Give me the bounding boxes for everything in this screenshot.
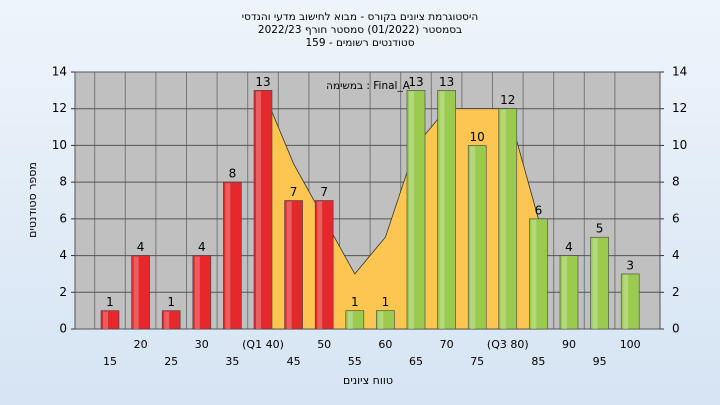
bar [223, 181, 242, 330]
bar [192, 255, 212, 330]
value-label: 4 [137, 240, 145, 254]
bar [590, 236, 609, 330]
value-label: 4 [565, 240, 573, 254]
title-line: סטודנטים רשומים - 159 [305, 37, 414, 49]
x-tick-label: 55 [348, 355, 362, 368]
bar-shade [592, 238, 598, 329]
y2-tick-label: 14 [672, 65, 687, 79]
x-tick-label: 50 [317, 338, 331, 351]
x-tick-label: 35 [225, 355, 239, 368]
y-tick-label: 4 [59, 248, 67, 262]
value-label: 1 [351, 295, 359, 309]
bar-shade [133, 256, 139, 329]
x-tick-label: 70 [440, 338, 454, 351]
y-axis-label: מספר סטודנטים [26, 162, 39, 238]
value-label: 10 [470, 130, 485, 144]
y2-tick-label: 6 [672, 211, 680, 225]
bar-shade [164, 311, 170, 329]
bar-shade [225, 183, 231, 329]
bar-shade [103, 311, 108, 329]
value-label: 3 [626, 258, 634, 272]
bar [376, 310, 395, 330]
value-label: 1 [106, 295, 114, 309]
x-tick-label: 90 [562, 338, 576, 351]
x-tick-label: 65 [409, 355, 423, 368]
bar-shade [317, 201, 323, 329]
bar-shade [562, 256, 567, 329]
y-tick-label: 14 [52, 65, 67, 79]
bar-shade [286, 201, 292, 329]
title-line: היסטוגרמת ציונים בקורס - מבוא לחישוב מדע… [242, 11, 478, 23]
bar [345, 310, 365, 330]
title-line: בסמסטר (01/2022) סמסטר חורף 2022/23 [258, 24, 462, 36]
bar [529, 218, 548, 330]
annotation: במשימה : Final_A [326, 80, 411, 92]
value-label: 13 [408, 75, 423, 89]
y-tick-label: 12 [52, 101, 67, 115]
x-tick-label: (Q3 80) [487, 338, 529, 351]
value-label: 1 [382, 295, 390, 309]
bar [406, 90, 426, 330]
bar-shade [347, 311, 353, 329]
bar-shade [378, 311, 384, 329]
bar-shade [439, 91, 445, 329]
y2-tick-label: 12 [672, 101, 687, 115]
y-tick-label: 6 [59, 211, 67, 225]
bar [161, 310, 181, 330]
value-label: 7 [290, 185, 298, 199]
bar-shade [256, 91, 261, 329]
bar [314, 200, 334, 330]
x-tick-label: 85 [531, 355, 545, 368]
bar [620, 273, 640, 330]
bar-shade [470, 146, 476, 329]
bar [100, 310, 120, 330]
bar [131, 255, 150, 330]
value-label: 6 [535, 203, 543, 217]
x-tick-label: 20 [134, 338, 148, 351]
x-tick-label: 75 [470, 355, 484, 368]
x-tick-label: 15 [103, 355, 117, 368]
y2-tick-label: 10 [672, 138, 687, 152]
x-tick-label: 95 [593, 355, 607, 368]
x-tick-label: 45 [287, 355, 301, 368]
y2-tick-label: 0 [672, 322, 680, 336]
y-tick-label: 8 [59, 175, 67, 189]
value-label: 4 [198, 240, 206, 254]
bar [437, 90, 456, 330]
y-tick-label: 2 [59, 285, 67, 299]
x-tick-label: 30 [195, 338, 209, 351]
bar-shade [623, 274, 629, 329]
bar [467, 145, 487, 330]
y2-tick-label: 4 [672, 248, 680, 262]
value-label: 7 [320, 185, 328, 199]
bar [498, 108, 518, 330]
bar-shade [194, 256, 200, 329]
x-tick-label: 25 [164, 355, 178, 368]
x-tick-label: 60 [378, 338, 392, 351]
y-tick-label: 0 [59, 322, 67, 336]
bar [559, 255, 579, 330]
value-label: 13 [439, 75, 454, 89]
value-label: 1 [167, 295, 175, 309]
bar [284, 200, 303, 330]
value-label: 13 [255, 75, 270, 89]
bar-shade [409, 91, 414, 329]
value-label: 12 [500, 93, 515, 107]
y2-tick-label: 2 [672, 285, 680, 299]
x-tick-label: (Q1 40) [242, 338, 284, 351]
value-label: 8 [229, 167, 237, 181]
y2-tick-label: 8 [672, 175, 680, 189]
y-tick-label: 10 [52, 138, 67, 152]
bar-shade [531, 219, 537, 329]
value-label: 5 [596, 222, 604, 236]
bar-shade [500, 109, 506, 329]
x-tick-label: 100 [620, 338, 641, 351]
x-axis-label: טווח ציונים [343, 374, 393, 387]
bar [253, 90, 273, 330]
